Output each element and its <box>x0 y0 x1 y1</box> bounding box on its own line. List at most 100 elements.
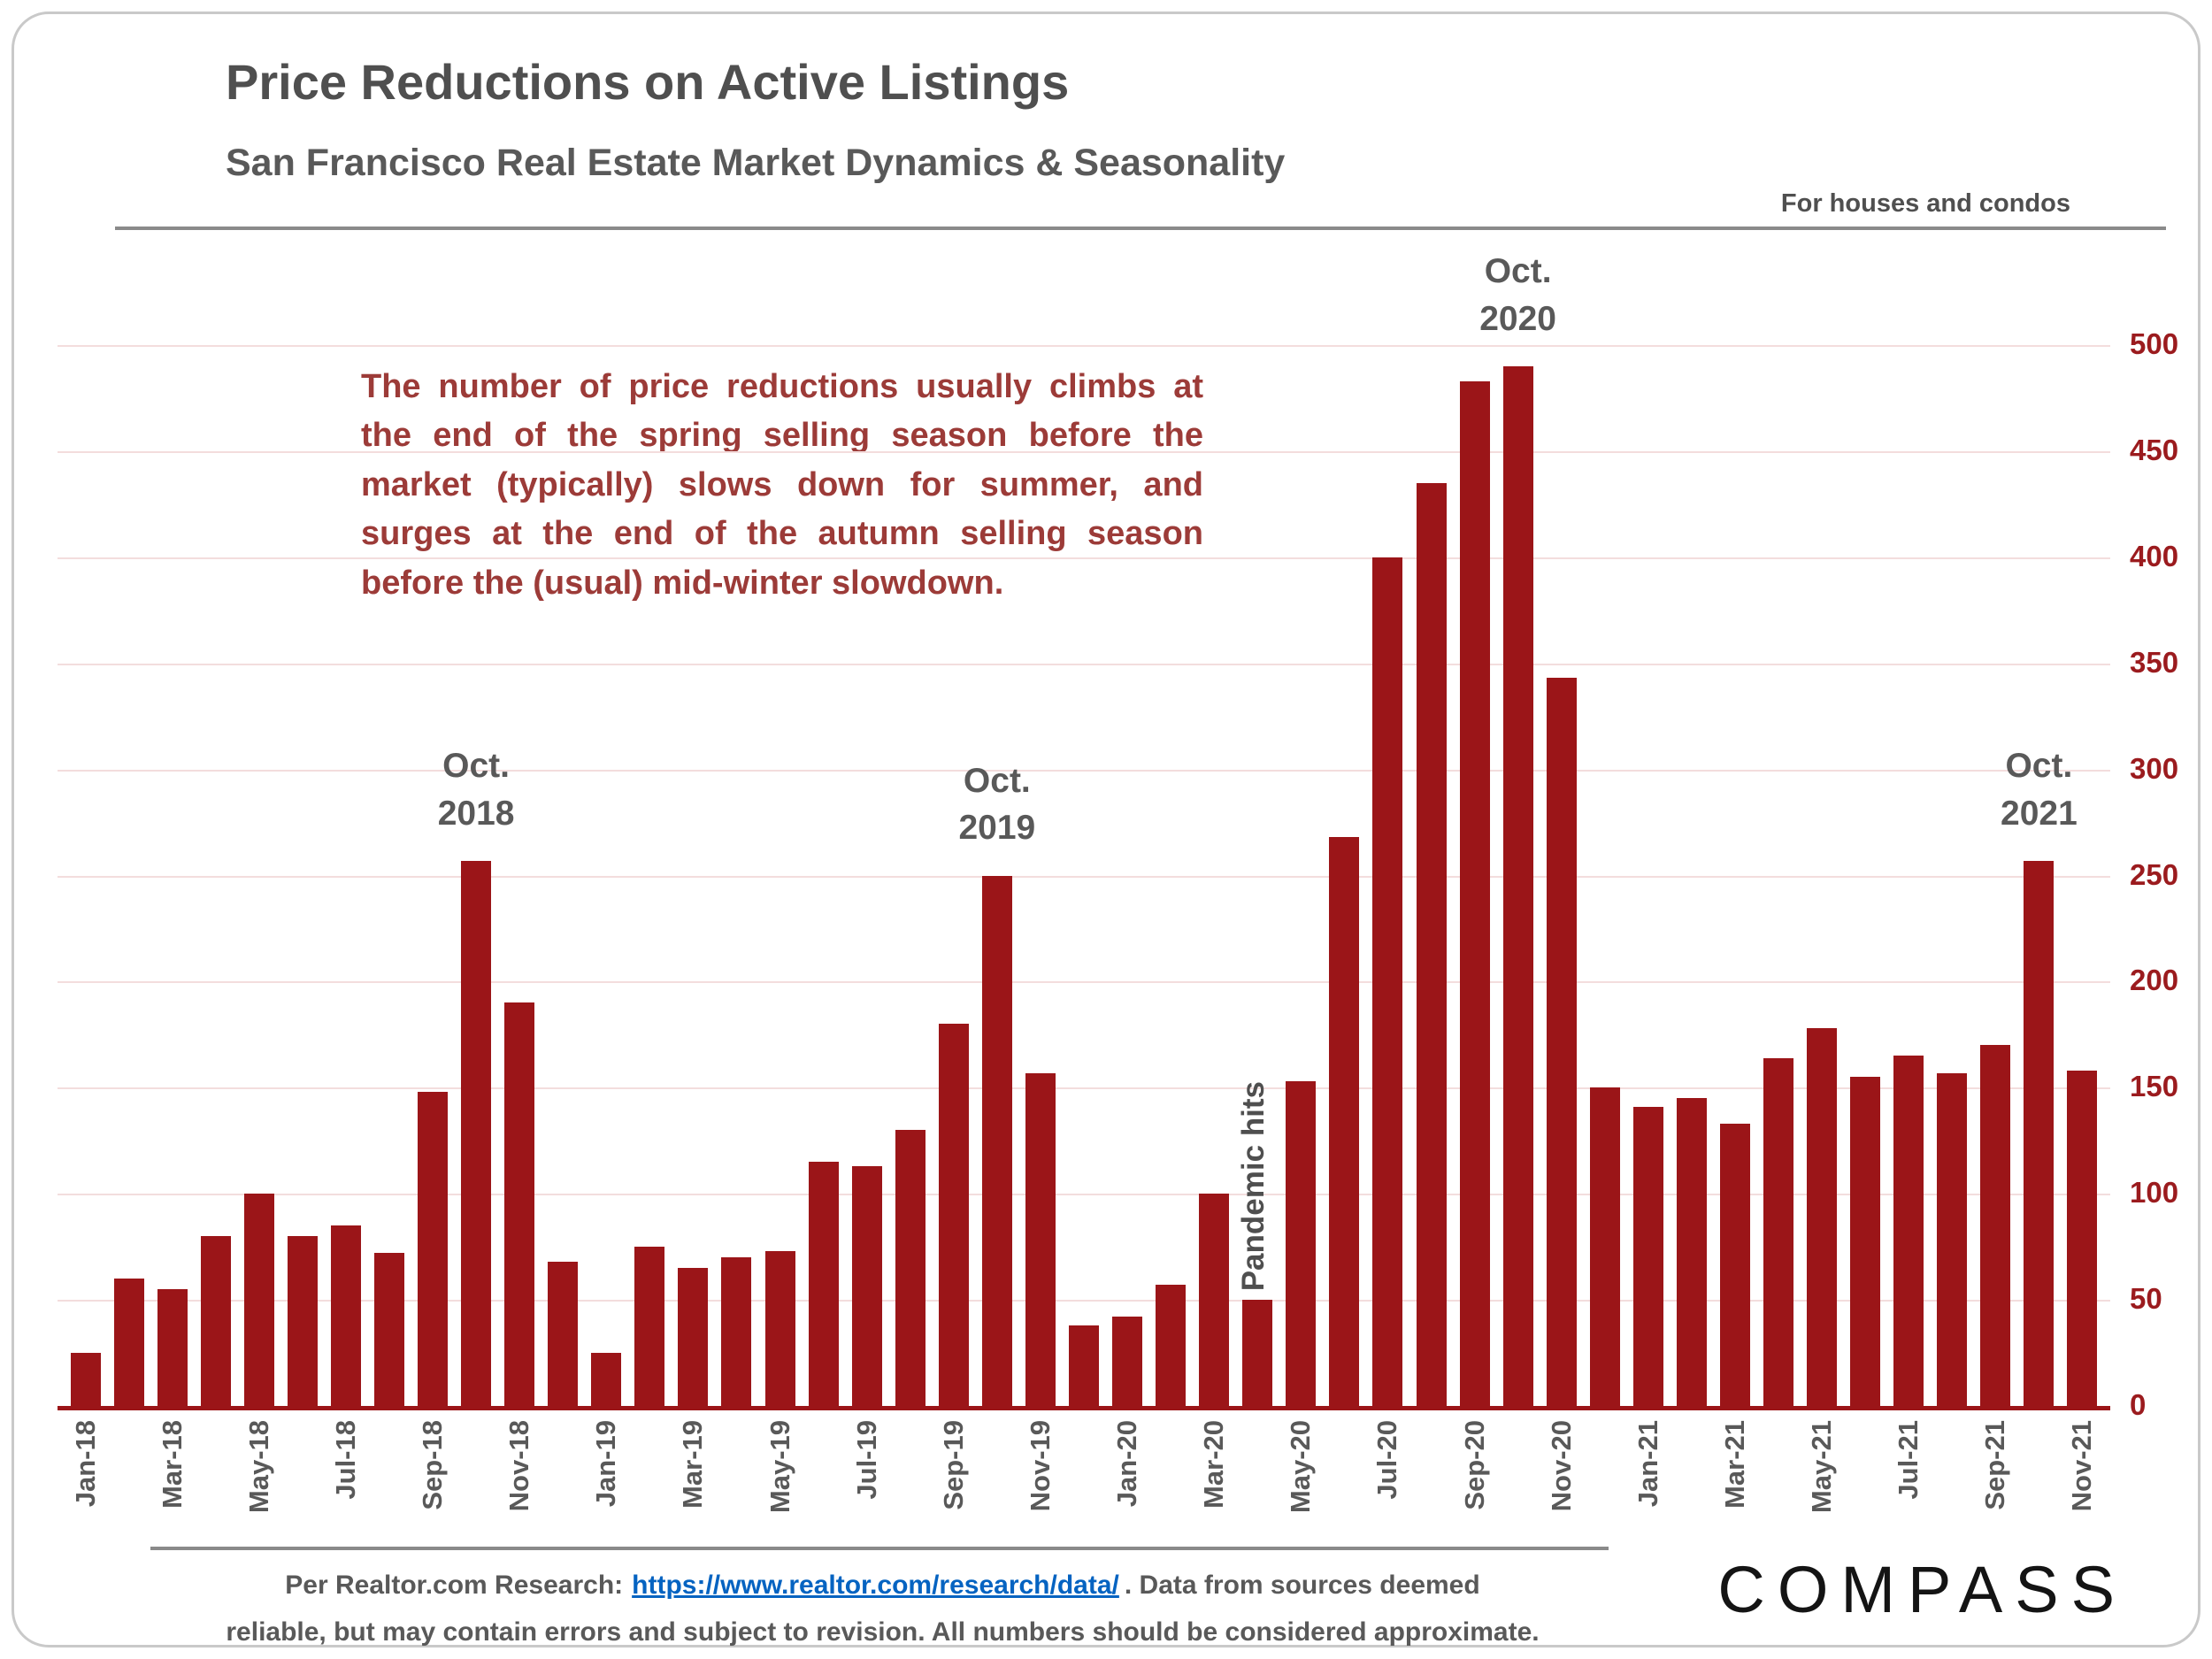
gridline-450 <box>58 450 2110 453</box>
bar-Dec-18 <box>548 1261 579 1406</box>
annotation-line: 2019 <box>958 809 1036 848</box>
gridline-50 <box>58 1300 2110 1302</box>
bar-Aug-18 <box>373 1253 404 1406</box>
bar-Sep-19 <box>938 1024 969 1406</box>
x-tick-text: Jan-21 <box>1632 1420 1663 1508</box>
annotation-line: Oct. <box>1484 251 1552 290</box>
annotation-line: 2021 <box>2001 794 2078 833</box>
x-tick-text: Nov-19 <box>1024 1420 1056 1512</box>
y-tick-label-150: 150 <box>2130 1070 2179 1103</box>
bar-Mar-18 <box>157 1289 188 1406</box>
bar-Jul-18 <box>330 1225 361 1406</box>
annotation-text: Pandemic hits <box>1236 1080 1271 1292</box>
gridline-250 <box>58 875 2110 878</box>
bar-Aug-20 <box>1416 482 1447 1406</box>
x-tick-text: May-21 <box>1806 1420 1838 1514</box>
x-tick-text: Sep-18 <box>417 1420 449 1510</box>
x-tick-text: Nov-20 <box>1545 1420 1577 1512</box>
x-tick-text: May-19 <box>764 1420 795 1514</box>
gridline-350 <box>58 663 2110 665</box>
x-tick-text: Jul-18 <box>329 1420 361 1500</box>
annotation-oct-2018: Oct. 2018 <box>299 742 653 838</box>
bar-Oct-21 <box>2024 860 2055 1406</box>
y-tick-label-200: 200 <box>2130 964 2179 997</box>
bar-May-18 <box>243 1194 274 1406</box>
annotation-line: 2020 <box>1479 299 1556 338</box>
x-tick-text: Jul-19 <box>850 1420 882 1500</box>
bar-Mar-21 <box>1719 1124 1750 1406</box>
bar-Sep-21 <box>1980 1045 2011 1406</box>
gridline-100 <box>58 1194 2110 1196</box>
x-tick-text: Jul-21 <box>1893 1420 1924 1500</box>
bar-Jul-19 <box>851 1166 882 1406</box>
bar-May-19 <box>764 1250 795 1406</box>
bar-Jul-20 <box>1372 557 1403 1406</box>
source-text-prefix: Per Realtor.com Research: <box>285 1571 624 1600</box>
bar-Aug-21 <box>1937 1072 1968 1406</box>
y-tick-label-500: 500 <box>2130 327 2179 360</box>
bar-Mar-20 <box>1199 1194 1230 1406</box>
bar-Jun-21 <box>1850 1077 1881 1406</box>
header-note: For houses and condos <box>1780 189 2070 218</box>
gridline-400 <box>58 557 2110 559</box>
source-text-suffix: . Data from sources deemed <box>1124 1571 1480 1600</box>
source-note: Per Realtor.com Research: https://www.rea… <box>164 1563 1601 1655</box>
bar-Apr-21 <box>1763 1057 1794 1406</box>
bar-Oct-18 <box>461 860 492 1406</box>
y-tick-label-300: 300 <box>2130 751 2179 785</box>
bar-Jan-20 <box>1112 1317 1143 1406</box>
bar-Aug-19 <box>895 1130 926 1406</box>
source-text-line2: reliable, but may contain errors and sub… <box>226 1617 1540 1647</box>
gridline-150 <box>58 1087 2110 1090</box>
x-tick-text: Sep-19 <box>937 1420 969 1510</box>
x-tick-text: Jan-19 <box>590 1420 622 1508</box>
annotation-line: Oct. <box>963 761 1031 800</box>
x-tick-label-Jan-21: Jan-21 <box>1622 1420 1675 1588</box>
bar-Apr-20 <box>1242 1300 1273 1406</box>
x-tick-text: Mar-19 <box>677 1420 709 1509</box>
source-link[interactable]: https://www.realtor.com/research/data/ <box>632 1571 1119 1600</box>
x-tick-text: Nov-21 <box>2066 1420 2098 1512</box>
bar-Feb-21 <box>1676 1098 1707 1406</box>
page-title: Price Reductions on Active Listings <box>226 54 1070 110</box>
bar-Jul-21 <box>1893 1056 1924 1406</box>
bar-Jan-18 <box>70 1353 101 1406</box>
bar-Apr-19 <box>721 1257 752 1406</box>
bar-Feb-18 <box>113 1279 144 1406</box>
annotation-pandemic-hits: Pandemic hits <box>1236 1081 1271 1291</box>
bar-Oct-19 <box>981 875 1012 1406</box>
bar-Feb-20 <box>1156 1285 1187 1406</box>
gridline-200 <box>58 981 2110 984</box>
bar-Jun-19 <box>808 1162 839 1406</box>
bar-Nov-20 <box>1546 678 1577 1406</box>
commentary-text: The number of price reductions usually c… <box>361 368 1203 602</box>
header-divider <box>115 227 2166 230</box>
y-tick-label-100: 100 <box>2130 1176 2179 1210</box>
x-tick-label-Jan-18: Jan-18 <box>59 1420 112 1588</box>
x-tick-text: Jan-20 <box>1111 1420 1143 1508</box>
y-tick-label-400: 400 <box>2130 539 2179 572</box>
annotation-oct-2019: Oct. 2019 <box>820 757 1174 853</box>
bar-Jan-19 <box>591 1353 622 1406</box>
bar-Apr-18 <box>200 1236 231 1406</box>
bar-Jun-18 <box>287 1236 318 1406</box>
x-tick-text: Jul-20 <box>1371 1420 1403 1500</box>
x-tick-text: May-20 <box>1285 1420 1317 1514</box>
x-tick-text: Nov-18 <box>503 1420 535 1512</box>
bar-Jan-21 <box>1632 1106 1663 1406</box>
bar-Jun-20 <box>1329 837 1360 1406</box>
x-tick-text: Sep-21 <box>1979 1420 2011 1510</box>
bar-Dec-19 <box>1069 1325 1099 1406</box>
y-tick-label-350: 350 <box>2130 645 2179 679</box>
x-axis-line <box>58 1406 2110 1410</box>
y-tick-label-0: 0 <box>2130 1388 2147 1421</box>
bar-Sep-18 <box>418 1092 449 1406</box>
bar-Mar-19 <box>678 1268 709 1406</box>
compass-logo: COMPASS <box>1717 1553 2127 1626</box>
y-tick-label-450: 450 <box>2130 433 2179 466</box>
bar-May-21 <box>1807 1028 1838 1406</box>
x-tick-text: Mar-18 <box>156 1420 188 1509</box>
gridline-300 <box>58 769 2110 772</box>
